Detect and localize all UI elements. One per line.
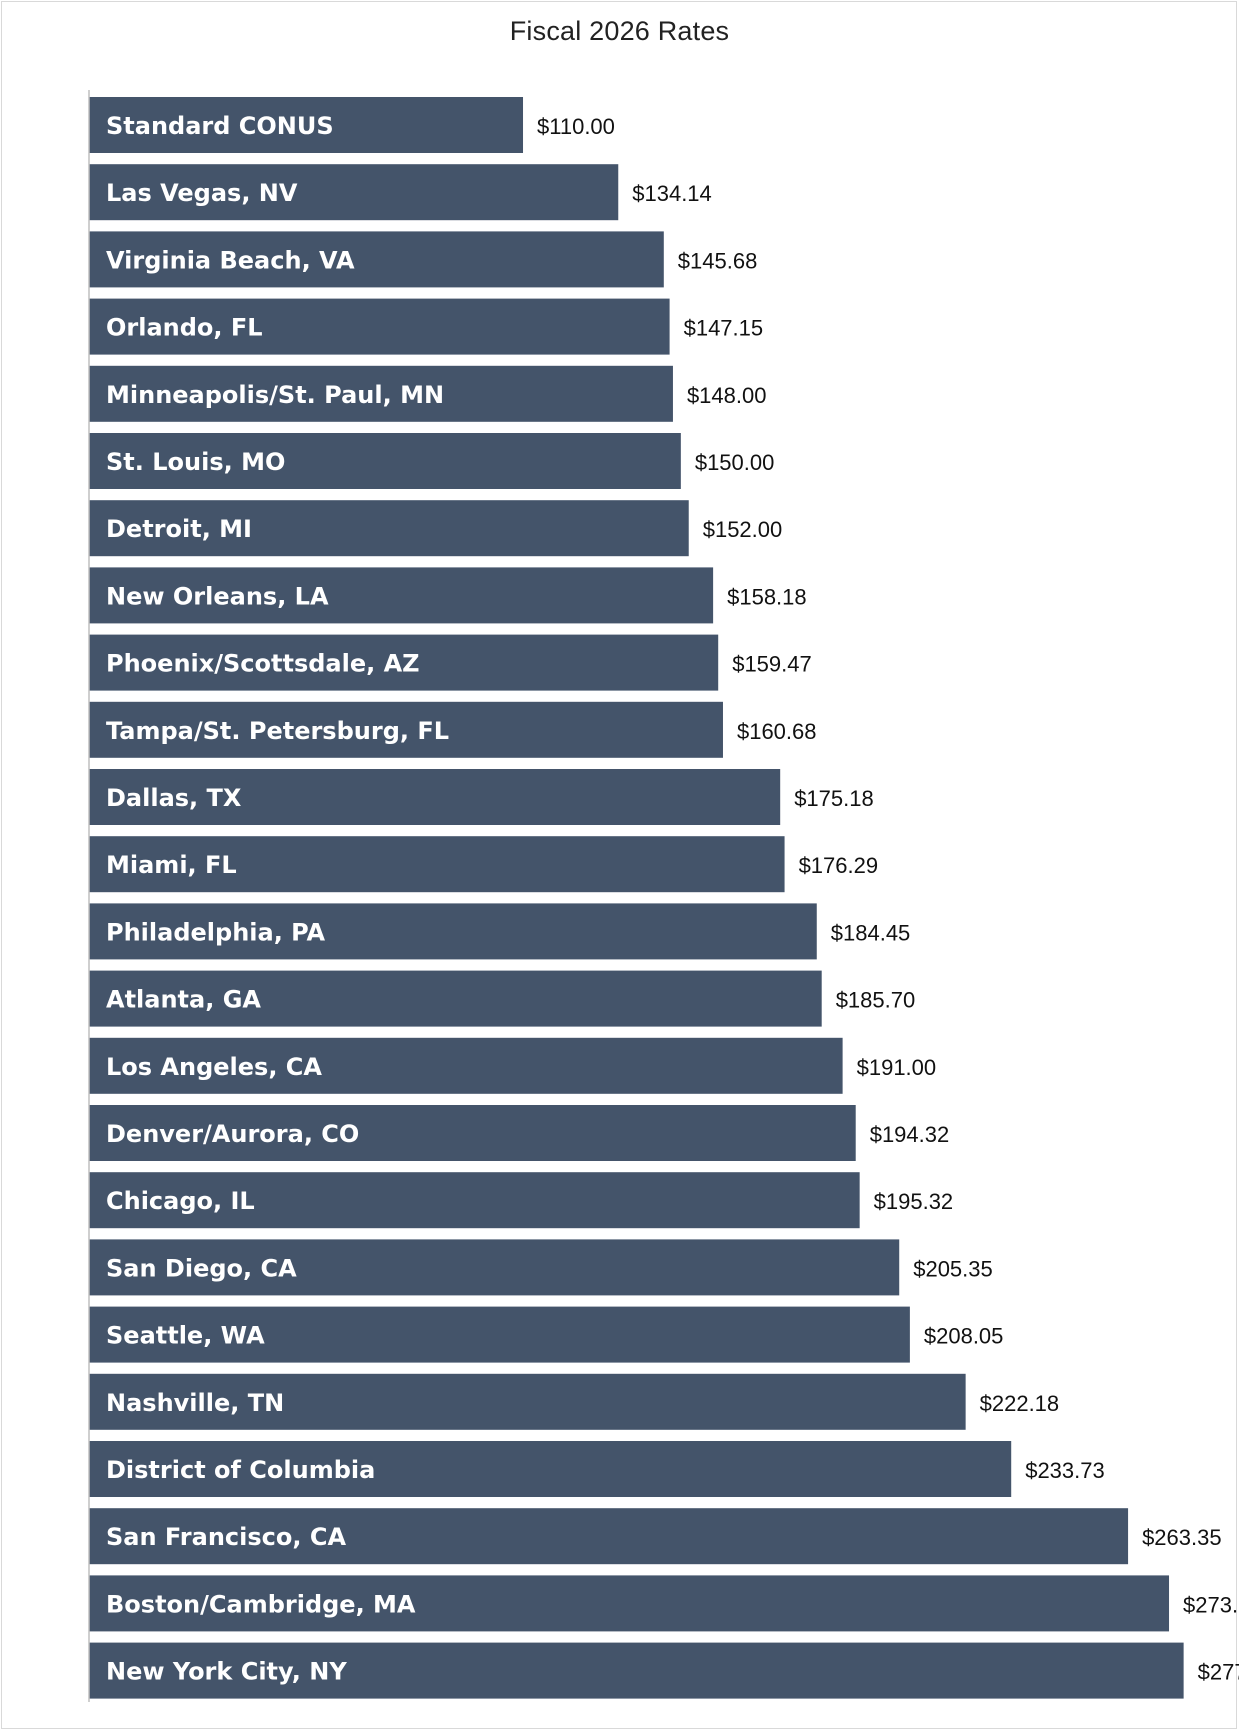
category-label: Atlanta, GA bbox=[106, 986, 261, 1014]
category-label: Seattle, WA bbox=[106, 1322, 265, 1350]
bar bbox=[89, 97, 524, 153]
category-label: Miami, FL bbox=[106, 851, 237, 879]
value-label: $176.29 bbox=[799, 853, 879, 878]
category-label: Denver/Aurora, CO bbox=[106, 1120, 359, 1148]
value-label: $152.00 bbox=[703, 517, 783, 542]
value-label: $194.32 bbox=[870, 1122, 950, 1147]
value-label: $158.18 bbox=[727, 584, 807, 609]
category-label: District of Columbia bbox=[106, 1456, 375, 1484]
category-label: San Francisco, CA bbox=[106, 1523, 346, 1551]
bar bbox=[89, 1306, 910, 1363]
value-label: $147.15 bbox=[684, 316, 764, 341]
bar bbox=[89, 164, 619, 221]
category-label: New Orleans, LA bbox=[106, 582, 329, 610]
category-label: Las Vegas, NV bbox=[106, 179, 298, 207]
value-label: $233.73 bbox=[1025, 1458, 1105, 1483]
value-label: $110.00 bbox=[537, 114, 615, 139]
category-label: Minneapolis/St. Paul, MN bbox=[106, 381, 444, 409]
value-label: $185.70 bbox=[836, 988, 916, 1013]
bar bbox=[89, 769, 781, 825]
category-label: Virginia Beach, VA bbox=[106, 246, 355, 274]
category-label: Detroit, MI bbox=[106, 515, 252, 543]
value-label: $263.35 bbox=[1142, 1525, 1222, 1550]
bar bbox=[89, 701, 723, 758]
category-label: Tampa/St. Petersburg, FL bbox=[106, 717, 449, 745]
value-label: $145.68 bbox=[678, 248, 758, 273]
category-label: Standard CONUS bbox=[106, 112, 334, 140]
value-label: $208.05 bbox=[924, 1324, 1004, 1349]
category-label: Los Angeles, CA bbox=[106, 1053, 322, 1081]
value-label: $273.73 bbox=[1183, 1592, 1239, 1617]
bar bbox=[89, 365, 673, 422]
value-label: $175.18 bbox=[794, 786, 874, 811]
bar bbox=[89, 903, 817, 960]
category-label: Philadelphia, PA bbox=[106, 918, 326, 946]
bar bbox=[89, 1508, 1129, 1565]
category-label: Chicago, IL bbox=[106, 1187, 255, 1215]
bar bbox=[89, 1239, 900, 1296]
bar bbox=[89, 1037, 843, 1094]
bar bbox=[89, 298, 670, 355]
bar bbox=[89, 567, 714, 624]
bar bbox=[89, 1642, 1184, 1699]
bar bbox=[89, 1575, 1170, 1632]
value-label: $148.00 bbox=[687, 383, 767, 408]
bar bbox=[89, 500, 689, 557]
bar bbox=[89, 231, 664, 288]
bar bbox=[89, 1441, 1012, 1497]
chart-title: Fiscal 2026 Rates bbox=[509, 16, 730, 46]
category-label: Phoenix/Scottsdale, AZ bbox=[106, 650, 420, 678]
value-label: $191.00 bbox=[857, 1055, 937, 1080]
bar bbox=[89, 836, 785, 893]
bar bbox=[89, 1172, 860, 1229]
bar bbox=[89, 1105, 856, 1161]
bar bbox=[89, 970, 822, 1027]
value-label: $277.43 bbox=[1198, 1660, 1239, 1685]
category-label: Dallas, TX bbox=[106, 784, 242, 812]
value-label: $195.32 bbox=[874, 1189, 954, 1214]
category-label: San Diego, CA bbox=[106, 1254, 297, 1282]
bars-group: Standard CONUS $110.00 Las Vegas, NV $134.1… bbox=[89, 97, 1239, 1699]
value-label: $134.14 bbox=[632, 181, 712, 206]
bar bbox=[89, 433, 681, 489]
category-label: Orlando, FL bbox=[106, 314, 263, 342]
value-label: $205.35 bbox=[913, 1256, 993, 1281]
value-label: $222.18 bbox=[980, 1391, 1060, 1416]
value-label: $184.45 bbox=[831, 920, 911, 945]
value-label: $150.00 bbox=[695, 450, 775, 475]
bar bbox=[89, 634, 719, 691]
bar bbox=[89, 1373, 966, 1430]
value-label: $159.47 bbox=[732, 652, 812, 677]
category-label: Boston/Cambridge, MA bbox=[106, 1590, 416, 1618]
category-label: New York City, NY bbox=[106, 1658, 347, 1686]
value-label: $160.68 bbox=[737, 719, 817, 744]
category-label: Nashville, TN bbox=[106, 1389, 284, 1417]
category-label: St. Louis, MO bbox=[106, 448, 285, 476]
